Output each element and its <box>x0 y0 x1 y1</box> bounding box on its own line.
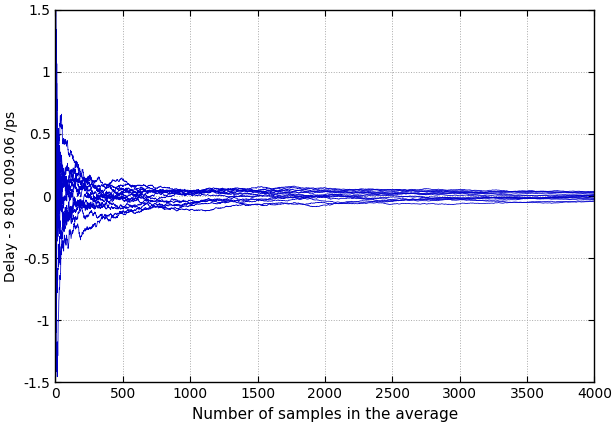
X-axis label: Number of samples in the average: Number of samples in the average <box>192 407 458 422</box>
Y-axis label: Delay - 9 801 009.06 /ps: Delay - 9 801 009.06 /ps <box>4 110 18 282</box>
